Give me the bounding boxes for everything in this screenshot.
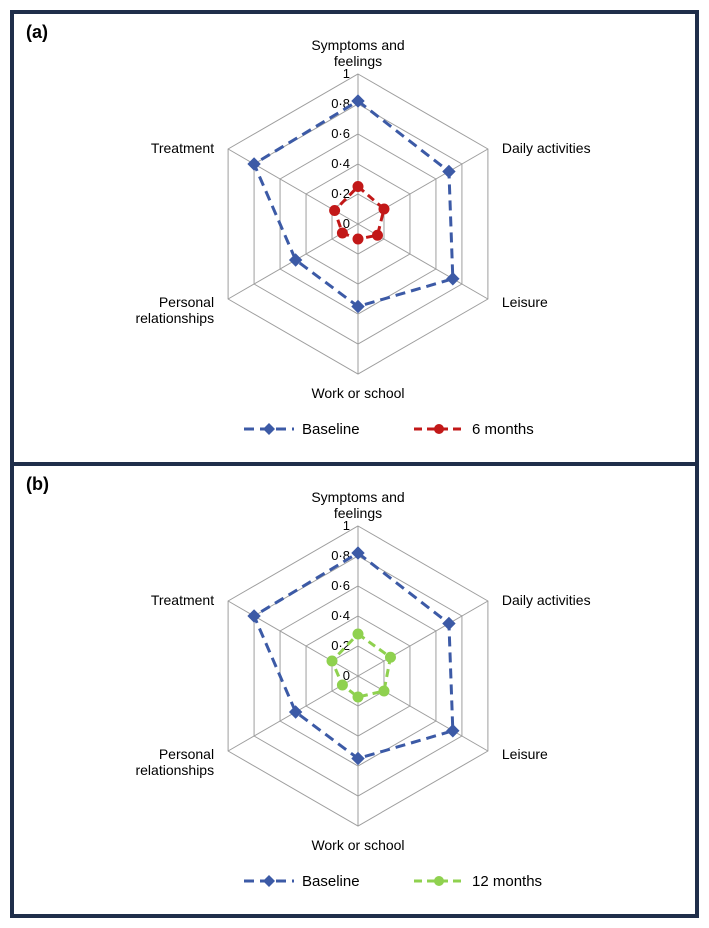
svg-text:0·2: 0·2	[331, 186, 350, 201]
svg-text:Leisure: Leisure	[502, 294, 548, 310]
svg-text:6 months: 6 months	[472, 421, 534, 438]
svg-text:Work or school: Work or school	[311, 385, 404, 401]
svg-text:Daily activities: Daily activities	[502, 592, 591, 608]
svg-text:12 months: 12 months	[472, 873, 542, 890]
svg-text:Leisure: Leisure	[502, 746, 548, 762]
svg-text:0·4: 0·4	[331, 608, 350, 623]
svg-text:Baseline: Baseline	[302, 873, 360, 890]
svg-text:0·4: 0·4	[331, 156, 350, 171]
panel-b-label: (b)	[26, 474, 49, 495]
svg-text:0·6: 0·6	[331, 126, 350, 141]
radar-chart-a: 00·20·40·60·81Symptoms andfeelingsDaily …	[14, 14, 695, 462]
panel-a: (a) 00·20·40·60·81Symptoms andfeelingsDa…	[14, 14, 695, 462]
svg-text:0·6: 0·6	[331, 578, 350, 593]
panel-a-label: (a)	[26, 22, 48, 43]
radar-chart-b: 00·20·40·60·81Symptoms andfeelingsDaily …	[14, 466, 695, 914]
panel-b: (b) 00·20·40·60·81Symptoms andfeelingsDa…	[14, 462, 695, 914]
svg-text:Work or school: Work or school	[311, 837, 404, 853]
figure-container: (a) 00·20·40·60·81Symptoms andfeelingsDa…	[10, 10, 699, 918]
svg-text:Treatment: Treatment	[151, 592, 214, 608]
svg-text:Personalrelationships: Personalrelationships	[135, 294, 214, 326]
svg-text:Baseline: Baseline	[302, 421, 360, 438]
svg-text:Symptoms andfeelings: Symptoms andfeelings	[311, 37, 404, 69]
svg-text:Personalrelationships: Personalrelationships	[135, 746, 214, 778]
svg-text:Treatment: Treatment	[151, 140, 214, 156]
svg-text:Symptoms andfeelings: Symptoms andfeelings	[311, 489, 404, 521]
svg-text:Daily activities: Daily activities	[502, 140, 591, 156]
